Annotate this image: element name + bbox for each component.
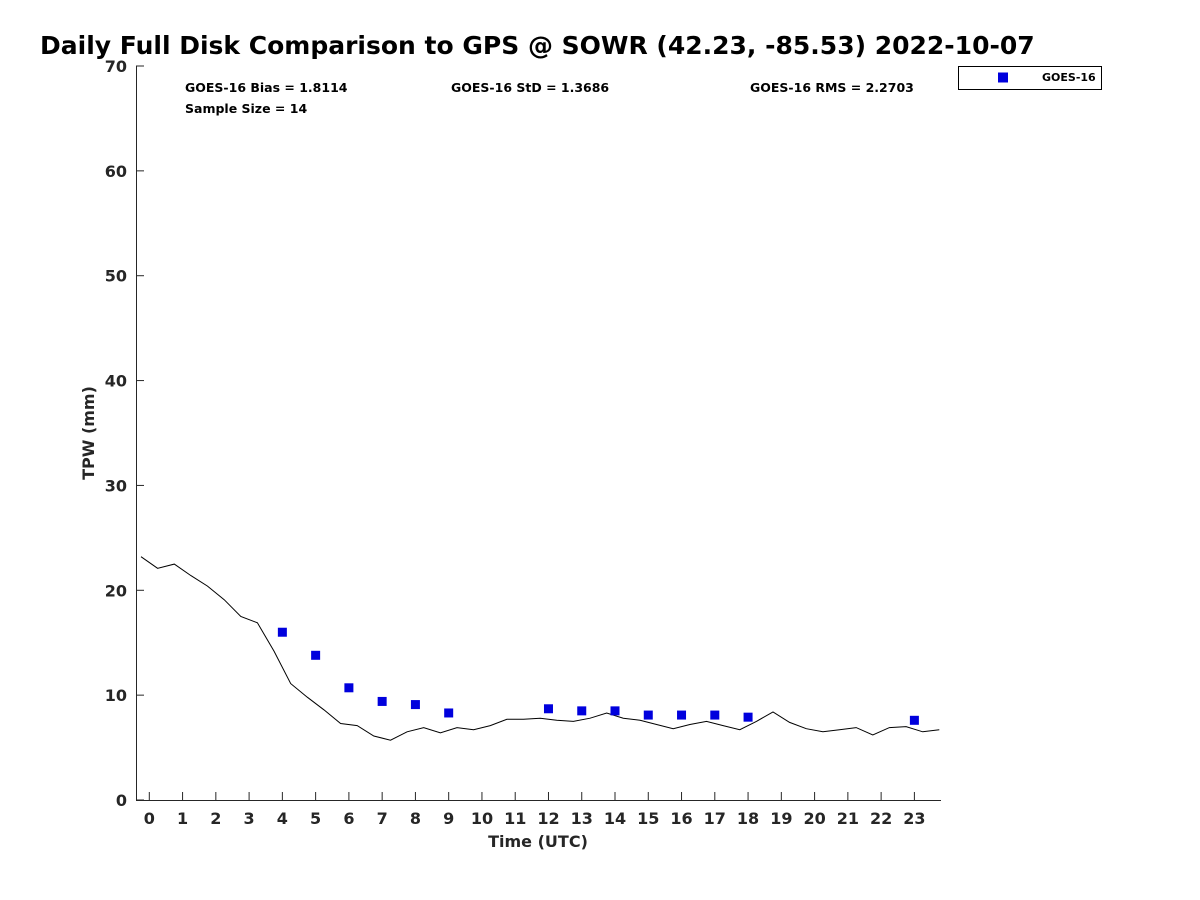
x-tick-label: 1 [177, 809, 188, 828]
x-tick-label: 18 [737, 809, 759, 828]
x-tick-label: 21 [837, 809, 859, 828]
goes16-data-point [677, 710, 687, 720]
y-tick-label: 50 [105, 267, 127, 286]
axes [136, 66, 941, 801]
x-tick-label: 12 [537, 809, 559, 828]
goes16-data-point [909, 715, 919, 725]
std-stat: GOES-16 StD = 1.3686 [451, 80, 609, 95]
y-axis-label: TPW (mm) [79, 386, 98, 480]
tick-labels: 0 1 2 3 4 5 6 7 8 9 10 11 12 13 14 15 16 17 18 19 20 21 22 2301… [105, 57, 926, 828]
goes16-data-point [377, 696, 387, 706]
stats-block: GOES-16 Bias = 1.8114 GOES-16 StD = 1.36… [185, 80, 914, 116]
y-tick-label: 30 [105, 476, 127, 495]
tick-marks [136, 65, 915, 801]
goes16-data-point [577, 706, 587, 716]
rms-stat: GOES-16 RMS = 2.2703 [750, 80, 914, 95]
x-tick-label: 4 [277, 809, 288, 828]
goes16-data-point [311, 650, 321, 660]
gps-series-line [140, 556, 940, 741]
x-tick-label: 20 [803, 809, 825, 828]
x-tick-label: 19 [770, 809, 792, 828]
x-tick-label: 8 [410, 809, 421, 828]
y-tick-label: 20 [105, 581, 127, 600]
x-tick-label: 10 [471, 809, 493, 828]
sample-size-stat: Sample Size = 14 [185, 101, 307, 116]
x-tick-label: 23 [903, 809, 925, 828]
x-tick-label: 3 [244, 809, 255, 828]
goes16-data-point [643, 710, 653, 720]
x-tick-label: 11 [504, 809, 526, 828]
x-tick-label: 15 [637, 809, 659, 828]
x-tick-label: 6 [343, 809, 354, 828]
series-layer [140, 556, 940, 741]
goes16-data-point [543, 704, 553, 714]
x-axis-label: Time (UTC) [488, 832, 588, 851]
x-tick-label: 16 [670, 809, 692, 828]
y-tick-label: 40 [105, 372, 127, 391]
goes16-data-point [344, 683, 354, 693]
bias-stat: GOES-16 Bias = 1.8114 [185, 80, 348, 95]
legend-marker [998, 72, 1008, 83]
legend: GOES-16 [958, 66, 1102, 90]
goes16-data-point [710, 710, 720, 720]
goes16-data-point [277, 627, 287, 637]
y-tick-label: 0 [116, 791, 127, 810]
y-tick-label: 10 [105, 686, 127, 705]
x-tick-label: 0 [144, 809, 155, 828]
x-tick-label: 9 [443, 809, 454, 828]
x-tick-label: 7 [377, 809, 388, 828]
goes16-data-point [444, 708, 454, 718]
y-tick-label: 70 [105, 57, 127, 76]
legend-box [958, 66, 1102, 90]
goes16-data-point [610, 706, 620, 716]
x-tick-label: 2 [210, 809, 221, 828]
y-tick-label: 60 [105, 162, 127, 181]
x-tick-label: 17 [704, 809, 726, 828]
x-tick-label: 13 [571, 809, 593, 828]
x-tick-label: 22 [870, 809, 892, 828]
legend-label: GOES-16 [1042, 71, 1096, 84]
chart-title: Daily Full Disk Comparison to GPS @ SOWR… [40, 31, 1035, 60]
x-tick-label: 5 [310, 809, 321, 828]
goes16-data-point [410, 700, 420, 710]
goes16-data-point [743, 712, 753, 722]
x-tick-label: 14 [604, 809, 626, 828]
